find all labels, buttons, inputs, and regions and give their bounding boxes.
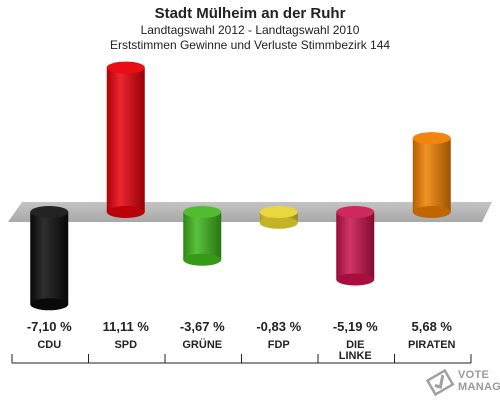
chart-subtitle-election: Landtagswahl 2012 - Landtagswahl 2010 xyxy=(140,23,360,37)
bar-die-linke xyxy=(336,206,375,286)
bar-cap-piraten xyxy=(412,132,451,145)
bar-bottom-gr-ne xyxy=(183,253,222,266)
vote-manager-logo: VOTE MANAGER xyxy=(424,366,500,398)
value-labels-group: -7,10 % 11,11 % -3,67 % -0,83 % -5,19 % 5,68 … xyxy=(27,319,453,334)
category-label-die-linke: DIE LINKE xyxy=(339,339,372,362)
bar-piraten xyxy=(412,132,451,218)
category-label-piraten: PIRATEN xyxy=(408,339,456,351)
value-label-gr-ne: -3,67 % xyxy=(180,319,225,334)
category-label-cdu: CDU xyxy=(37,339,61,351)
category-label-spd: SPD xyxy=(114,339,137,351)
category-axis: CDU SPD GRÜNE FDP DIE LINKE PIRATEN xyxy=(11,338,472,364)
bar-base-piraten xyxy=(412,206,451,218)
bar-body-piraten xyxy=(412,138,451,212)
bar-bottom-die-linke xyxy=(336,273,375,286)
bar-cap-fdp xyxy=(259,206,298,218)
bar-spd xyxy=(106,61,145,218)
bar-bottom-fdp xyxy=(259,216,298,229)
bar-body-die-linke xyxy=(336,212,375,280)
ballot-check-icon xyxy=(425,368,455,397)
chart-subtitle-district: Erststimmen Gewinne und Verluste Stimmbe… xyxy=(109,38,391,52)
bar-cdu xyxy=(30,206,69,311)
value-label-die-linke: -5,19 % xyxy=(333,319,378,334)
value-label-cdu: -7,10 % xyxy=(27,319,72,334)
bar-cap-die-linke xyxy=(336,206,375,218)
bar-base-spd xyxy=(106,206,145,218)
value-label-spd: 11,11 % xyxy=(103,319,150,334)
bar-gr-ne xyxy=(183,206,222,266)
bars-group xyxy=(30,61,451,311)
value-label-fdp: -0,83 % xyxy=(256,319,301,334)
bar-cap-cdu xyxy=(30,206,69,218)
category-label-gr-ne: GRÜNE xyxy=(182,338,222,351)
watermark-line1: VOTE xyxy=(458,369,490,381)
watermark-line2: MANAGER xyxy=(458,381,500,393)
bar-body-spd xyxy=(106,67,145,212)
bar-body-gr-ne xyxy=(183,212,222,260)
bar-cap-gr-ne xyxy=(183,206,222,218)
category-label-fdp: FDP xyxy=(268,339,290,351)
chart-title: Stadt Mülheim an der Ruhr xyxy=(154,5,346,22)
bar-cap-spd xyxy=(106,61,145,74)
value-label-piraten: 5,68 % xyxy=(412,319,453,334)
chart-header: Stadt Mülheim an der Ruhr Landtagswahl 2… xyxy=(0,4,500,53)
bar-bottom-cdu xyxy=(30,298,69,311)
bar-fdp xyxy=(259,206,298,229)
bar-body-cdu xyxy=(30,212,69,305)
